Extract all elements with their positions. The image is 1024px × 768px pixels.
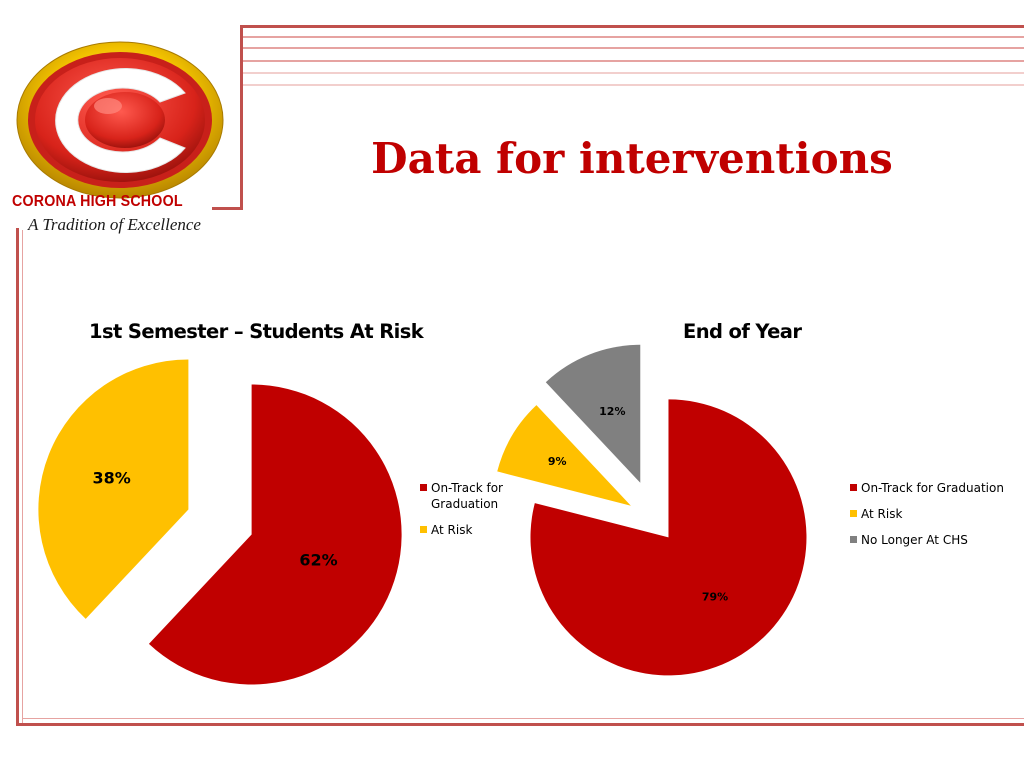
chart-2-legend-swatch-at-risk (850, 510, 857, 517)
frame-bottom-line (16, 723, 1024, 726)
chart-2-slice-label-on-track-for-graduation: 79% (702, 590, 728, 603)
chart-2-title: End of Year (683, 320, 802, 343)
top-frame-line-1 (242, 25, 1024, 28)
frame-vertical-left-inner (22, 230, 23, 724)
chart-2-legend-label-at-risk: At Risk (861, 507, 903, 521)
chart-2-slice-on-track-for-graduation (530, 399, 807, 676)
chart-2-legend: On-Track for Graduation At Risk No Longe… (850, 480, 1020, 558)
chart-2-slice-at-risk (497, 405, 631, 506)
chart-2-legend-item-no-longer: No Longer At CHS (850, 532, 1020, 548)
frame-bottom-line-inner (22, 718, 1024, 719)
school-name: CORONA HIGH SCHOOL (12, 193, 183, 210)
chart-1-slice-at-risk (38, 359, 189, 619)
chart-2-legend-swatch-on-track (850, 484, 857, 491)
chart-2-legend-label-no-longer: No Longer At CHS (861, 533, 968, 547)
chart-1-title: 1st Semester – Students At Risk (89, 320, 424, 343)
school-logo (16, 41, 224, 199)
chart-1-legend-swatch-on-track (420, 484, 427, 491)
chart-2-slice-label-at-risk: 9% (548, 455, 567, 468)
chart-2-slice-no-longer-at-chs (545, 344, 641, 483)
top-frame-line-5 (242, 72, 1024, 74)
chart-2-legend-item-on-track: On-Track for Graduation (850, 480, 1020, 496)
chart-1-legend-label-on-track: On-Track for Graduation (431, 481, 503, 511)
chart-1-legend: On-Track for Graduation At Risk (420, 480, 530, 548)
top-frame-line-2 (242, 36, 1024, 38)
slide-title: Data for interventions (371, 134, 893, 183)
chart-1-slice-label-on-track-for-graduation: 62% (299, 551, 337, 570)
chart-1-slice-on-track-for-graduation (148, 384, 402, 685)
chart-1-legend-swatch-at-risk (420, 526, 427, 533)
top-frame-line-4 (242, 60, 1024, 62)
chart-2-legend-item-at-risk: At Risk (850, 506, 1020, 522)
chart-1-legend-item-on-track: On-Track for Graduation (420, 480, 530, 512)
chart-1-legend-item-at-risk: At Risk (420, 522, 530, 538)
chart-1-slice-label-at-risk: 38% (93, 469, 131, 488)
top-frame-line-3 (242, 47, 1024, 49)
top-frame-line-6 (242, 84, 1024, 86)
school-tagline: A Tradition of Excellence (28, 215, 201, 234)
chart-1-legend-label-at-risk: At Risk (431, 523, 473, 537)
chart-2-slice-label-no-longer-at-chs: 12% (599, 405, 625, 418)
frame-logo-underline (212, 207, 242, 210)
chart-2-legend-label-on-track: On-Track for Graduation (861, 481, 1004, 495)
frame-vertical-top (240, 25, 243, 210)
chart-2-legend-swatch-no-longer (850, 536, 857, 543)
frame-vertical-left (16, 228, 19, 726)
